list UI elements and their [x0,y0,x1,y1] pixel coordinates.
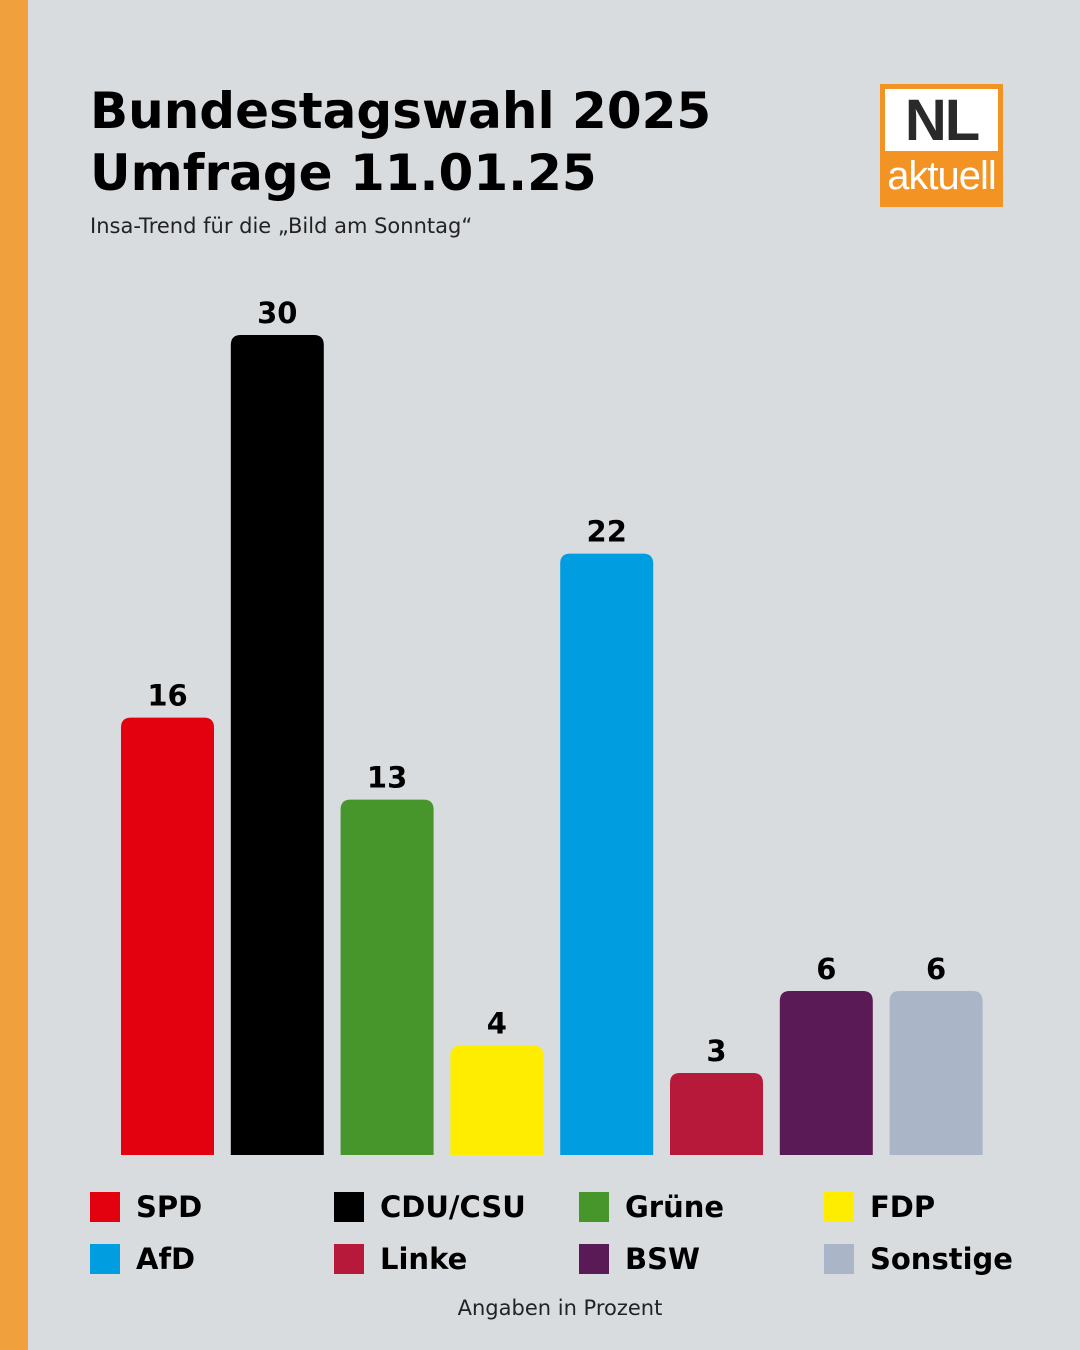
legend-item-linke: Linke [334,1242,467,1276]
legend-swatch [824,1192,854,1222]
legend-swatch [579,1244,609,1274]
value-label-sonstige: 6 [926,952,946,986]
nl-aktuell-logo: NL aktuell [880,84,1003,207]
legend-label: FDP [870,1190,936,1224]
legend-label: Linke [380,1242,468,1276]
legend-item-gr-ne: Grüne [579,1190,724,1224]
page-title: Bundestagswahl 2025 Umfrage 11.01.25 [90,80,711,204]
value-label-afd: 22 [587,515,627,549]
legend-swatch [90,1244,120,1274]
legend-item-fdp: FDP [824,1190,935,1224]
logo-top-text: NL [885,88,998,153]
value-label-fdp: 4 [487,1007,507,1041]
legend-label: Sonstige [870,1242,1013,1276]
legend-label: SPD [136,1190,203,1224]
bar-linke [670,1073,763,1155]
value-label-gr-ne: 13 [367,761,407,795]
legend-swatch [579,1192,609,1222]
legend-swatch [334,1244,364,1274]
legend-item-bsw: BSW [579,1242,700,1276]
value-label-linke: 3 [706,1034,726,1068]
title-line-2: Umfrage 11.01.25 [90,144,597,202]
legend-label: BSW [625,1242,700,1276]
legend-swatch [334,1192,364,1222]
logo-bottom-text: aktuell [887,154,997,198]
legend-item-spd: SPD [90,1190,202,1224]
bar-fdp [450,1045,544,1155]
bar-sonstige [889,991,983,1155]
subtitle: Insa-Trend für die „Bild am Sonntag“ [90,214,473,238]
bar-bsw [779,991,873,1155]
legend-label: CDU/CSU [380,1190,526,1224]
value-label-cdu-csu: 30 [257,296,297,330]
chart-legend: SPD CDU/CSU Grüne FDP AfD Linke BSW Sonstige [90,1190,1050,1300]
bar-afd [560,553,654,1155]
title-line-1: Bundestagswahl 2025 [90,82,712,140]
legend-label: Grüne [625,1190,725,1224]
legend-swatch [824,1244,854,1274]
legend-item-cdu-csu: CDU/CSU [334,1190,526,1224]
footnote: Angaben in Prozent [457,1296,663,1320]
side-accent-stripe [0,0,28,1350]
legend-swatch [90,1192,120,1222]
bar-cdu-csu [230,335,324,1155]
legend-item-sonstige: Sonstige [824,1242,1013,1276]
bar-spd [121,717,214,1155]
value-label-bsw: 6 [816,952,836,986]
bar-gr-ne [340,799,434,1155]
value-label-spd: 16 [147,679,187,713]
legend-label: AfD [136,1242,196,1276]
legend-item-afd: AfD [90,1242,195,1276]
